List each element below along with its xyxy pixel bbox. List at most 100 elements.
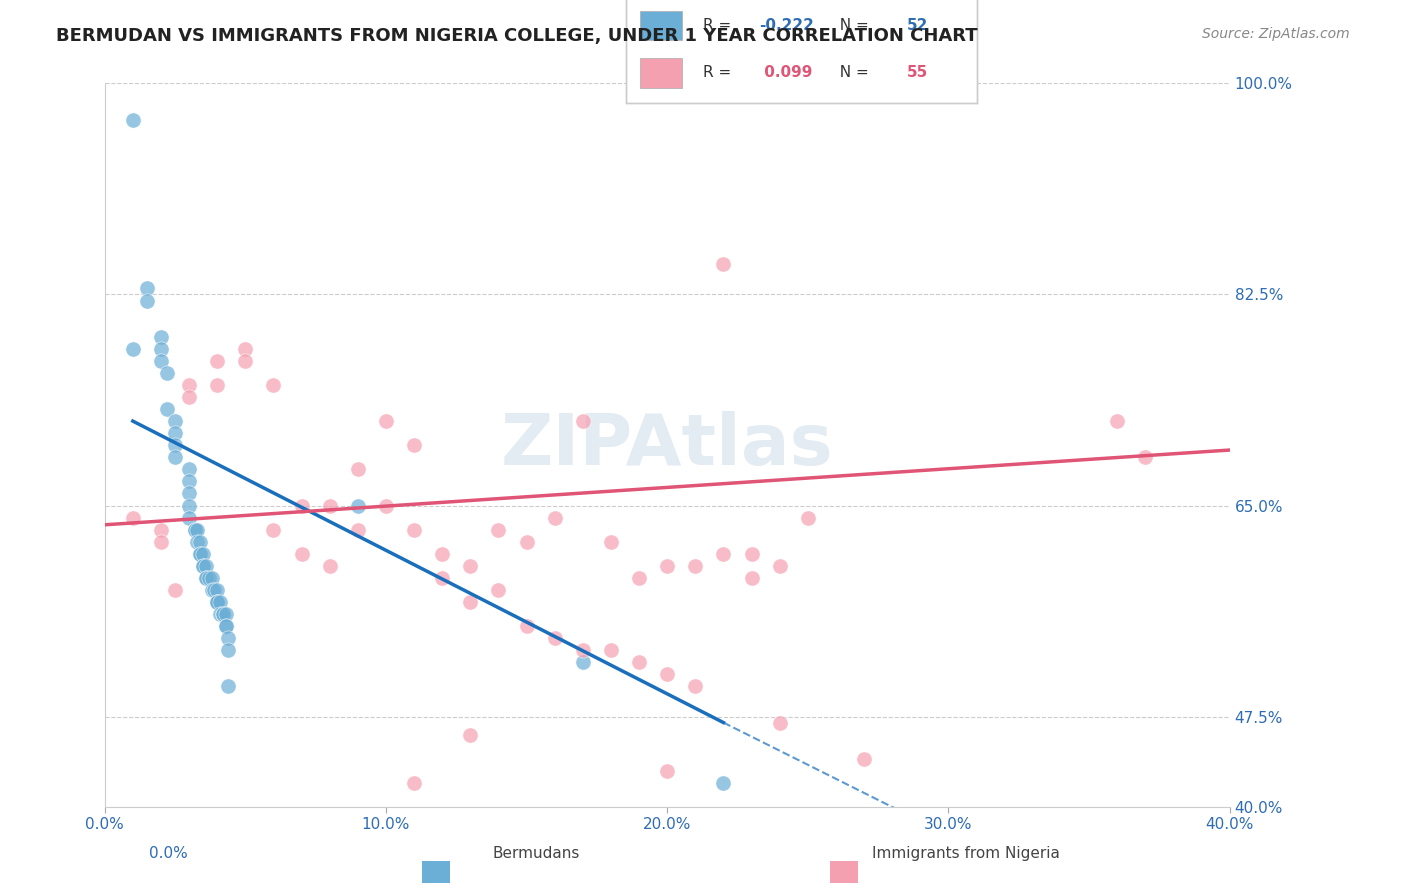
- Point: [121, 510, 143, 524]
- Text: 52: 52: [907, 18, 928, 33]
- Point: [205, 378, 228, 392]
- Text: -0.222: -0.222: [759, 18, 814, 33]
- Point: [211, 607, 233, 621]
- Point: [657, 558, 679, 573]
- Point: [155, 366, 177, 380]
- Point: [205, 595, 228, 609]
- Text: Immigrants from Nigeria: Immigrants from Nigeria: [872, 846, 1060, 861]
- Point: [1135, 450, 1157, 465]
- Point: [197, 571, 219, 585]
- Point: [205, 595, 228, 609]
- Point: [135, 281, 157, 295]
- Text: R =: R =: [703, 18, 737, 33]
- Point: [163, 438, 186, 452]
- Point: [217, 679, 239, 693]
- Point: [516, 534, 538, 549]
- Point: [205, 353, 228, 368]
- Point: [685, 558, 707, 573]
- Point: [200, 571, 222, 585]
- Point: [628, 571, 651, 585]
- Point: [194, 558, 217, 573]
- Point: [741, 571, 763, 585]
- Point: [214, 607, 236, 621]
- Point: [205, 595, 228, 609]
- Text: Bermudans: Bermudans: [492, 846, 579, 861]
- Point: [628, 655, 651, 669]
- Point: [183, 523, 205, 537]
- Text: 55: 55: [907, 65, 928, 80]
- Point: [149, 353, 172, 368]
- Point: [191, 558, 214, 573]
- Point: [460, 558, 482, 573]
- Point: [318, 499, 340, 513]
- Point: [460, 595, 482, 609]
- Point: [402, 438, 425, 452]
- Point: [290, 499, 312, 513]
- Text: Source: ZipAtlas.com: Source: ZipAtlas.com: [1202, 27, 1350, 41]
- Point: [657, 667, 679, 681]
- Point: [544, 631, 567, 645]
- Point: [163, 582, 186, 597]
- Point: [202, 582, 225, 597]
- Point: [208, 607, 231, 621]
- Point: [214, 619, 236, 633]
- Point: [488, 523, 510, 537]
- Point: [432, 571, 454, 585]
- Point: [290, 547, 312, 561]
- Text: N =: N =: [830, 65, 873, 80]
- Point: [572, 655, 595, 669]
- Point: [374, 414, 396, 428]
- Point: [191, 558, 214, 573]
- Point: [200, 582, 222, 597]
- FancyBboxPatch shape: [640, 58, 682, 87]
- Point: [135, 293, 157, 308]
- Point: [188, 547, 211, 561]
- Point: [149, 523, 172, 537]
- Point: [402, 523, 425, 537]
- Point: [346, 462, 368, 476]
- Point: [572, 643, 595, 657]
- Point: [600, 643, 623, 657]
- Text: N =: N =: [830, 18, 873, 33]
- Text: ZIPAtlas: ZIPAtlas: [501, 410, 834, 480]
- Point: [262, 523, 284, 537]
- Point: [769, 558, 792, 573]
- Point: [217, 631, 239, 645]
- Point: [194, 571, 217, 585]
- Point: [186, 523, 208, 537]
- Point: [402, 776, 425, 790]
- Point: [177, 462, 200, 476]
- Point: [191, 547, 214, 561]
- Point: [217, 643, 239, 657]
- Point: [516, 619, 538, 633]
- Point: [149, 329, 172, 343]
- Point: [318, 558, 340, 573]
- Point: [194, 571, 217, 585]
- Point: [155, 402, 177, 417]
- Point: [121, 342, 143, 356]
- FancyBboxPatch shape: [640, 11, 682, 40]
- Point: [713, 776, 735, 790]
- Point: [346, 499, 368, 513]
- Point: [713, 257, 735, 271]
- Point: [149, 534, 172, 549]
- Point: [214, 619, 236, 633]
- Point: [163, 414, 186, 428]
- Point: [177, 475, 200, 489]
- Point: [544, 510, 567, 524]
- Point: [188, 534, 211, 549]
- Point: [183, 523, 205, 537]
- Point: [460, 728, 482, 742]
- Point: [186, 534, 208, 549]
- Point: [177, 486, 200, 500]
- Point: [233, 353, 256, 368]
- Point: [374, 499, 396, 513]
- Point: [685, 679, 707, 693]
- Point: [572, 414, 595, 428]
- Point: [262, 378, 284, 392]
- Point: [208, 595, 231, 609]
- Point: [177, 499, 200, 513]
- Point: [657, 764, 679, 778]
- Point: [1107, 414, 1129, 428]
- Point: [177, 510, 200, 524]
